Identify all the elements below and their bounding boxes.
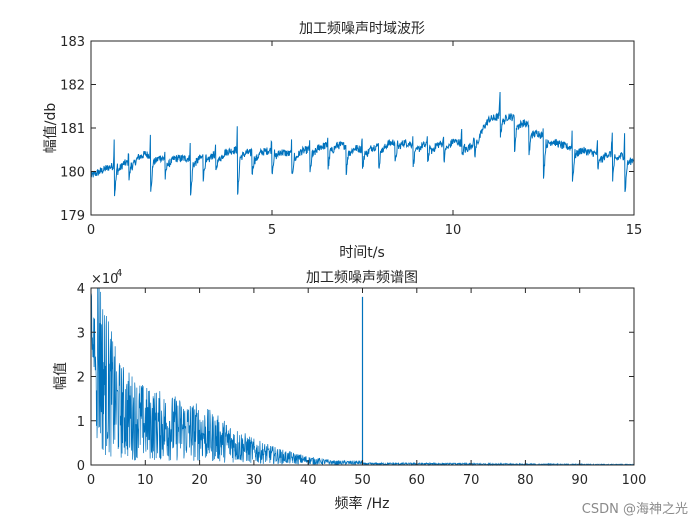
watermark: CSDN @海神之光 bbox=[581, 502, 688, 517]
y-tick-label: 181 bbox=[60, 122, 85, 137]
x-tick-label: 40 bbox=[300, 473, 317, 488]
time-plot-title: 加工频噪声时域波形 bbox=[299, 21, 425, 37]
x-tick-label: 20 bbox=[191, 473, 208, 488]
spectrum-y-ticks: 0 1 2 3 4 bbox=[77, 282, 634, 474]
spectrum-plot-title: 加工频噪声频谱图 bbox=[306, 270, 418, 286]
x-tick-label: 0 bbox=[87, 473, 95, 488]
time-series-line bbox=[90, 91, 635, 197]
time-domain-plot: 加工频噪声时域波形 0 5 10 15 179 180 181 182 183 时间t/s 幅… bbox=[43, 21, 642, 261]
y-exponent-label: ×10 4 bbox=[91, 268, 122, 287]
x-tick-label: 70 bbox=[463, 473, 480, 488]
x-tick-label: 100 bbox=[622, 473, 647, 488]
y-tick-label: 1 bbox=[77, 415, 85, 430]
x-tick-label: 50 bbox=[354, 473, 371, 488]
spectrum-plot: 加工频噪声频谱图 ×10 4 0 10 20 30 40 50 60 70 80 90 100 0 1… bbox=[53, 268, 646, 512]
y-tick-label: 180 bbox=[60, 166, 85, 181]
time-y-ticks: 179 180 181 182 183 bbox=[60, 35, 634, 224]
time-y-axis-label: 幅值/db bbox=[43, 103, 59, 154]
y-tick-label: 0 bbox=[77, 459, 85, 474]
x-tick-label: 5 bbox=[268, 223, 276, 238]
x-tick-label: 90 bbox=[571, 473, 588, 488]
x-tick-label: 0 bbox=[87, 223, 95, 238]
x-tick-label: 15 bbox=[626, 223, 643, 238]
time-waveform-path bbox=[90, 91, 635, 197]
time-x-ticks: 0 5 10 15 bbox=[87, 41, 642, 238]
time-x-axis-label: 时间t/s bbox=[339, 245, 385, 261]
x-tick-label: 10 bbox=[445, 223, 462, 238]
y-tick-label: 179 bbox=[60, 209, 85, 224]
y-tick-label: 3 bbox=[77, 326, 85, 341]
spectrum-y-axis-label: 幅值 bbox=[53, 362, 69, 390]
y-tick-label: 183 bbox=[60, 35, 85, 50]
spectrum-x-axis-label: 频率 /Hz bbox=[334, 495, 389, 512]
exponent-base: ×10 bbox=[91, 272, 118, 287]
x-tick-label: 60 bbox=[409, 473, 426, 488]
exponent-power: 4 bbox=[116, 268, 122, 279]
spectrum-x-ticks: 0 10 20 30 40 50 60 70 80 90 100 bbox=[87, 288, 647, 488]
y-tick-label: 2 bbox=[77, 371, 85, 386]
x-tick-label: 10 bbox=[137, 473, 154, 488]
x-tick-label: 80 bbox=[517, 473, 534, 488]
y-tick-label: 182 bbox=[60, 79, 85, 94]
x-tick-label: 30 bbox=[246, 473, 263, 488]
y-tick-label: 4 bbox=[77, 282, 85, 297]
